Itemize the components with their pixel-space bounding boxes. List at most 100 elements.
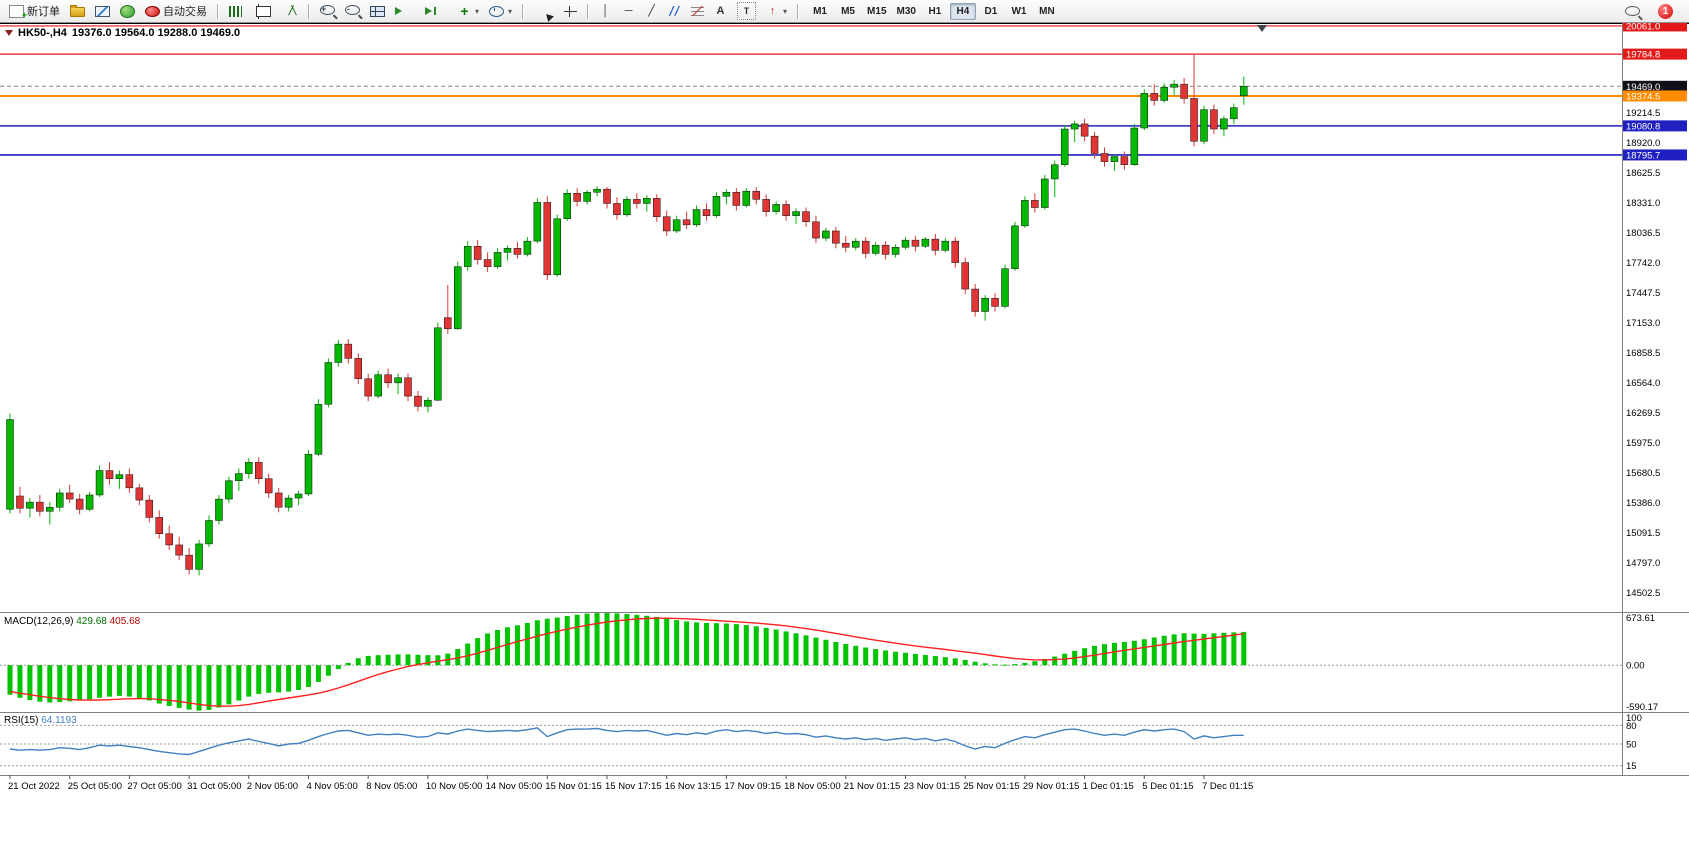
market-watch-icon[interactable] — [116, 1, 139, 21]
chart-symbol: HK50-,H4 — [18, 27, 67, 39]
text-label-icon: T — [737, 2, 757, 20]
periods-icon[interactable]: ▾ — [485, 1, 516, 21]
macd-panel: MACD(12,26,9) 429.68 405.68 — [0, 613, 1622, 711]
svg-text:19374.5: 19374.5 — [1626, 91, 1660, 102]
svg-text:21 Oct 2022: 21 Oct 2022 — [8, 781, 60, 792]
toolbar-separator — [217, 3, 219, 19]
svg-text:14502.5: 14502.5 — [1626, 588, 1660, 599]
chart-area[interactable]: MACD(12,26,9) 429.68 405.68 RSI(15) 64.11… — [0, 20, 1689, 797]
time-axis[interactable]: 21 Oct 2022 25 Oct 05:00 27 Oct 05:00 31 Oc… — [8, 775, 1253, 792]
one-click-trading-toggle-icon[interactable] — [5, 30, 13, 36]
price-label-20061.0 — [1623, 20, 1687, 32]
trendline-icon: ╱ — [648, 5, 655, 17]
svg-text:18795.7: 18795.7 — [1626, 150, 1660, 161]
timeframe-mn[interactable]: MN — [1039, 5, 1055, 17]
search-icon[interactable] — [1625, 6, 1640, 16]
indicators-icon: + — [460, 3, 469, 19]
auto-scroll-icon[interactable] — [391, 1, 419, 21]
notification-badge[interactable]: 1 — [1658, 3, 1673, 19]
svg-text:14 Nov 05:00: 14 Nov 05:00 — [486, 781, 543, 792]
svg-text:16564.0: 16564.0 — [1626, 378, 1660, 389]
timeframe-d1[interactable]: D1 — [984, 5, 998, 17]
profiles-icon — [70, 5, 85, 17]
zoom-out-icon — [345, 2, 360, 16]
cursor-icon — [534, 2, 554, 22]
timeframe-h1[interactable]: H1 — [928, 5, 942, 17]
cursor-icon[interactable] — [530, 1, 558, 22]
zoom-in-icon[interactable] — [316, 1, 339, 21]
svg-text:15 Nov 01:15: 15 Nov 01:15 — [545, 781, 602, 792]
macd-label: MACD(12,26,9) 429.68 405.68 — [4, 616, 141, 627]
svg-text:17 Nov 09:15: 17 Nov 09:15 — [724, 781, 781, 792]
channel-icon[interactable] — [664, 1, 685, 21]
rsi-panel: RSI(15) 64.1193 — [0, 715, 1622, 767]
text-icon[interactable]: A — [710, 1, 731, 21]
svg-text:17153.0: 17153.0 — [1626, 318, 1660, 329]
svg-text:20061.0: 20061.0 — [1626, 23, 1660, 32]
toolbar-right: 1 — [1625, 3, 1685, 19]
periods-icon — [489, 5, 505, 17]
line-chart-icon: ╱╲ — [288, 6, 297, 15]
shapes-icon: ↑ — [769, 5, 776, 17]
candlestick-chart-icon — [256, 3, 271, 19]
svg-text:15 Nov 17:15: 15 Nov 17:15 — [605, 781, 662, 792]
toolbar-separator — [587, 3, 590, 19]
timeframe-m30[interactable]: M30 — [896, 5, 916, 17]
svg-text:16 Nov 13:15: 16 Nov 13:15 — [665, 781, 722, 792]
svg-text:18625.5: 18625.5 — [1626, 168, 1660, 179]
svg-text:100: 100 — [1626, 713, 1642, 724]
chart-shift-icon[interactable] — [421, 1, 452, 21]
svg-text:15091.5: 15091.5 — [1626, 528, 1660, 539]
svg-text:80: 80 — [1626, 721, 1637, 732]
tile-windows-icon[interactable] — [366, 1, 389, 21]
svg-text:15680.5: 15680.5 — [1626, 468, 1660, 479]
svg-text:19784.8: 19784.8 — [1626, 50, 1660, 61]
chart-shift-marker — [1257, 25, 1267, 32]
candlestick-chart-icon[interactable] — [248, 1, 279, 21]
timeframe-w1[interactable]: W1 — [1011, 5, 1027, 17]
bar-chart-icon — [229, 5, 242, 17]
svg-text:17447.5: 17447.5 — [1626, 288, 1660, 299]
chevron-down-icon: ▾ — [508, 6, 513, 16]
line-chart-icon[interactable]: ╱╲ — [281, 1, 302, 21]
chevron-down-icon: ▾ — [475, 6, 480, 16]
svg-text:15: 15 — [1626, 761, 1637, 772]
auto-trading-button[interactable]: 自动交易 — [141, 1, 211, 21]
vertical-line-icon[interactable]: │ — [595, 1, 616, 21]
horizontal-line-icon: ─ — [624, 5, 633, 17]
text-label-icon[interactable]: T — [733, 1, 760, 21]
timeframe-m5[interactable]: M5 — [841, 5, 855, 17]
svg-text:31 Oct 05:00: 31 Oct 05:00 — [187, 781, 241, 792]
horizontal-line-icon[interactable]: ─ — [618, 1, 639, 21]
svg-text:4 Nov 05:00: 4 Nov 05:00 — [307, 781, 358, 792]
new-order-button[interactable]: 新订单 — [5, 1, 64, 22]
svg-text:5 Dec 01:15: 5 Dec 01:15 — [1142, 781, 1193, 792]
new-chart-icon[interactable] — [91, 1, 114, 21]
shapes-icon[interactable]: ↑ ▾ — [762, 1, 791, 21]
svg-text:16269.5: 16269.5 — [1626, 408, 1660, 419]
svg-text:25 Nov 01:15: 25 Nov 01:15 — [963, 781, 1020, 792]
auto-trading-icon — [145, 5, 160, 17]
price-label-19784.8 — [1623, 48, 1687, 60]
timeframe-m15[interactable]: M15 — [867, 5, 887, 17]
trendline-icon[interactable]: ╱ — [641, 1, 662, 21]
price-axis[interactable]: 19214.5 18920.0 18625.5 18331.0 18036.5 17742… — [1623, 20, 1687, 772]
fibonacci-icon[interactable] — [687, 1, 708, 21]
svg-text:1 Dec 01:15: 1 Dec 01:15 — [1083, 781, 1134, 792]
crosshair-icon[interactable] — [560, 1, 581, 21]
chart-title: HK50-,H4 19376.0 19564.0 19288.0 19469.0 — [5, 27, 240, 39]
macd-signal-line — [9, 617, 1244, 707]
svg-text:0.00: 0.00 — [1626, 661, 1645, 672]
timeframe-h4[interactable]: H4 — [949, 2, 976, 20]
market-watch-icon — [120, 4, 135, 18]
timeframe-m1[interactable]: M1 — [813, 5, 827, 17]
bar-chart-icon[interactable] — [225, 1, 246, 21]
horizontal-lines[interactable] — [0, 25, 1622, 156]
channel-icon — [668, 6, 682, 16]
indicators-icon[interactable]: + ▾ — [454, 1, 483, 21]
chevron-down-icon: ▾ — [783, 6, 788, 16]
profiles-icon[interactable] — [66, 1, 89, 21]
price-chart[interactable]: MACD(12,26,9) 429.68 405.68 RSI(15) 64.11… — [0, 20, 1689, 797]
zoom-out-icon[interactable] — [341, 1, 364, 21]
